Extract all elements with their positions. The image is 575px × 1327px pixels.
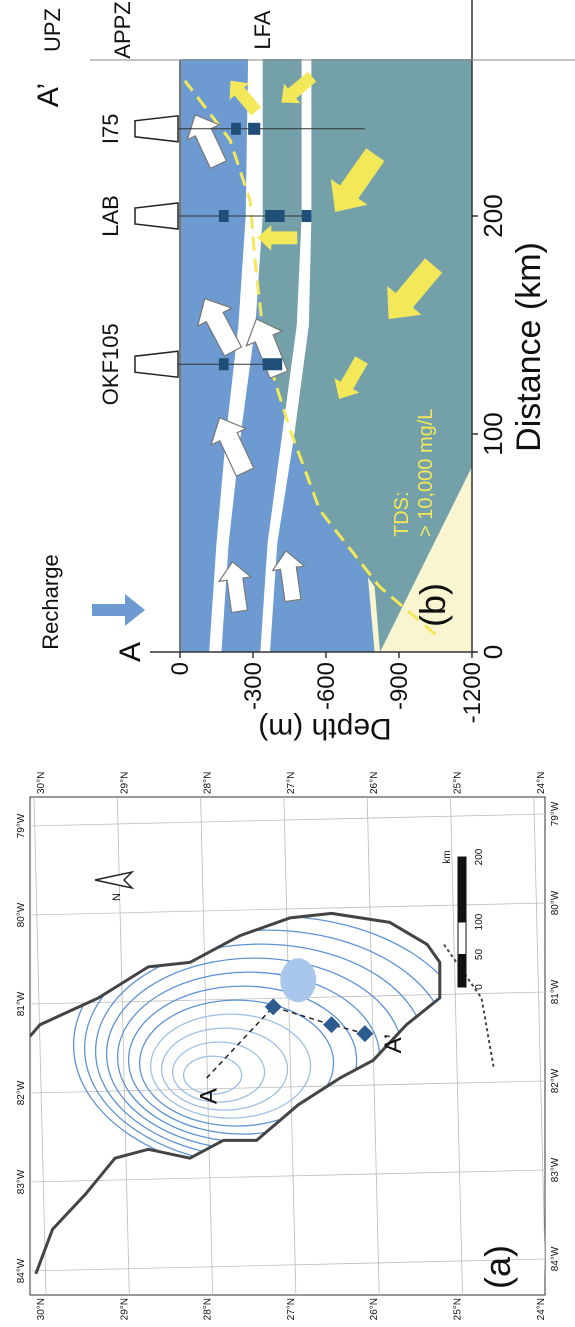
tds-label: TDS:	[391, 491, 413, 537]
north-label: N	[111, 893, 123, 901]
well-head	[135, 351, 178, 377]
section-start-label: A	[114, 642, 147, 662]
x-tick-label: 0	[478, 645, 508, 659]
point-label: A	[196, 1088, 223, 1104]
scale-label: 100	[474, 913, 485, 930]
panel-label: (a)	[477, 1245, 518, 1289]
well-screen	[248, 123, 260, 135]
y-axis-title: Depth (m)	[258, 712, 391, 745]
saline-area	[280, 958, 316, 1002]
scale-bar-segment	[458, 857, 466, 922]
well-screen	[219, 210, 229, 222]
scale-bar-segment	[458, 955, 466, 988]
latitude-label: 30°N	[36, 1298, 47, 1320]
y-tick-label: -1200	[459, 662, 486, 723]
well-label: I75	[98, 114, 123, 145]
longitude-label: 83°W	[550, 1157, 561, 1182]
recharge-arrow	[92, 594, 145, 626]
page-body: 30°N 30°N 29°N 29°N 28°N 28°N 27°N 27°N 26°N 26°N…	[0, 0, 575, 1327]
figure-content: 30°N 30°N 29°N 29°N 28°N 28°N 27°N 27°N 26°N 26°N…	[16, 0, 575, 1320]
scale-unit: km	[442, 850, 453, 863]
well-screen	[231, 123, 241, 135]
latitude-label: 29°N	[119, 1298, 130, 1320]
longitude-label: 84°W	[550, 1246, 561, 1271]
x-axis-title: Distance (km)	[510, 242, 548, 452]
latitude-label: 25°N	[453, 772, 464, 794]
well-screen	[263, 358, 282, 370]
well-head	[135, 203, 178, 229]
longitude-label: 82°W	[550, 1068, 561, 1093]
latitude-label: 29°N	[119, 772, 130, 794]
latitude-label: 24°N	[536, 772, 547, 794]
longitude-label: 80°W	[550, 890, 561, 915]
latitude-label: 28°N	[203, 772, 214, 794]
well-screen	[219, 358, 229, 370]
scale-label: 50	[474, 949, 485, 961]
well-screen	[265, 210, 284, 222]
longitude-label: 79°W	[16, 813, 27, 838]
scale-label: 200	[474, 848, 485, 865]
latitude-label: 25°N	[453, 1298, 464, 1320]
latitude-label: 27°N	[286, 772, 297, 794]
zone-label: APPZ	[110, 1, 135, 58]
latitude-label: 26°N	[369, 772, 380, 794]
figure: 30°N 30°N 29°N 29°N 28°N 28°N 27°N 27°N 26°N 26°N…	[0, 0, 575, 1327]
latitude-label: 24°N	[536, 1298, 547, 1320]
page: Figure {"panel_a": {"label": "(a)", "lat…	[0, 0, 575, 1327]
longitude-label: 80°W	[16, 902, 27, 927]
longitude-label: 81°W	[550, 979, 561, 1004]
scale-label: 0	[474, 984, 485, 990]
longitude-label: 81°W	[16, 991, 27, 1016]
x-tick-label: 100	[478, 412, 508, 455]
longitude-label: 79°W	[550, 801, 561, 826]
x-tick-label: 200	[478, 194, 508, 237]
longitude-label: 83°W	[16, 1169, 27, 1194]
map-panel: 30°N 30°N 29°N 29°N 28°N 28°N 27°N 27°N 26°N 26°N…	[16, 772, 561, 1321]
well-label: OKF105	[98, 323, 123, 405]
latitude-label: 30°N	[36, 772, 47, 794]
y-tick-label: -900	[386, 662, 413, 710]
well-label: LAB	[98, 195, 123, 237]
longitude-label: 82°W	[16, 1080, 27, 1105]
well-screen	[302, 210, 312, 222]
panel-label: (b)	[412, 583, 453, 627]
zone-label: UPZ	[40, 8, 65, 52]
latitude-label: 26°N	[369, 1298, 380, 1320]
y-tick-label: 0	[167, 662, 194, 675]
recharge-label: Recharge	[38, 554, 63, 649]
well-head	[135, 116, 178, 142]
latitude-label: 28°N	[203, 1298, 214, 1320]
y-tick-label: -600	[313, 662, 340, 710]
longitude-label: 84°W	[16, 1258, 27, 1283]
scale-bar-segment	[458, 922, 466, 955]
section-end-label: A’	[32, 83, 65, 107]
tds-label: > 10,000 mg/L	[415, 409, 437, 537]
latitude-label: 27°N	[286, 1298, 297, 1320]
point-label: A’	[380, 1034, 407, 1054]
zone-label: LFA	[250, 10, 275, 49]
y-tick-label: -300	[240, 662, 267, 710]
